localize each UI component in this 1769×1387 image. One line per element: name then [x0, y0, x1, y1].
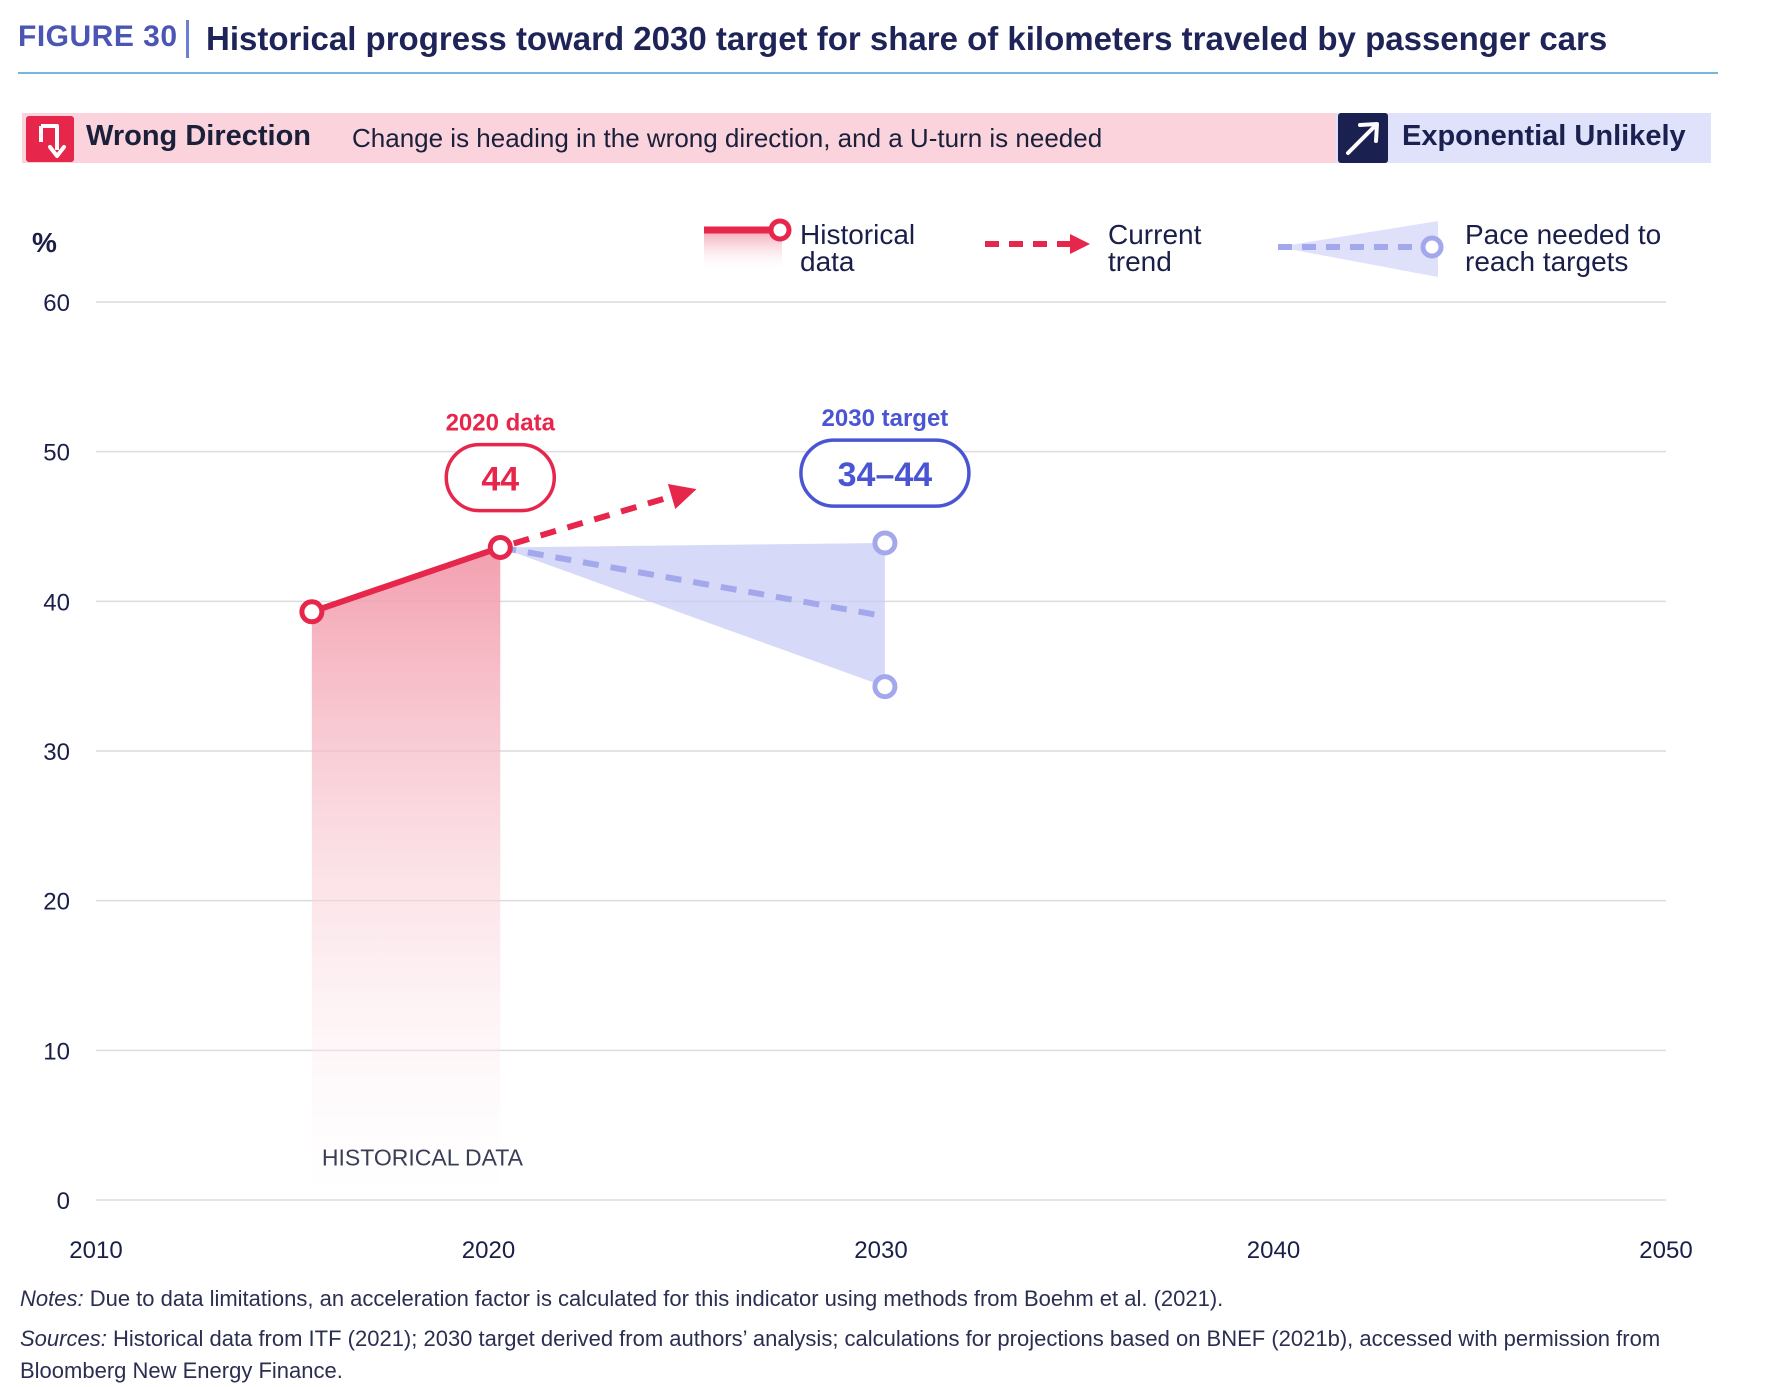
historical-line [310, 544, 502, 615]
notes-body: Due to data limitations, an acceleration… [83, 1286, 1224, 1311]
legend-historical-marker [768, 218, 792, 242]
y-tick-label: 30 [43, 739, 70, 766]
x-tick-label: 2020 [462, 1237, 515, 1264]
acceleration-label: Exponential Unlikely [1402, 120, 1686, 152]
legend: Historical data Current trend Pace needed … [704, 218, 1661, 277]
y-tick-label: 20 [43, 889, 70, 916]
sources-body: Historical data from ITF (2021); 2030 ta… [20, 1326, 1661, 1383]
legend-historical-label: Historical data [800, 219, 915, 277]
x-tick-label: 2010 [69, 1237, 122, 1264]
status-label: Wrong Direction [86, 120, 312, 152]
target-low-point [872, 674, 898, 700]
legend-pace-label: Pace needed to reach targets [1465, 219, 1661, 277]
x-tick-labels: 2010 2020 2030 2040 2050 [69, 1237, 1692, 1264]
historical-point [299, 599, 325, 625]
annotation-2020-value: 44 [481, 461, 519, 499]
diagonal-arrow-icon [1338, 113, 1388, 163]
u-turn-down-arrow-icon [26, 116, 74, 162]
historical-area-label: HISTORICAL DATA [322, 1145, 524, 1171]
header-divider [186, 20, 189, 58]
notes-prefix: Notes: [20, 1286, 84, 1311]
annotation-2020-box [444, 442, 557, 513]
legend-item-pace: Pace needed to reach targets [1278, 219, 1661, 277]
target-high-point [872, 530, 898, 556]
annotation-2030-box [799, 438, 971, 508]
legend-trend-label: Current trend [1108, 219, 1202, 277]
annotation-2030-value: 34–44 [838, 456, 933, 494]
figure-header: FIGURE 30 Historical progress toward 203… [18, 14, 1718, 74]
pace-needed-line [499, 544, 886, 620]
sources-prefix: Sources: [20, 1326, 107, 1351]
legend-historical-gradient [704, 230, 782, 270]
status-band [22, 113, 1336, 163]
y-tick-label: 60 [43, 290, 70, 317]
current-trend-arrowhead [667, 484, 697, 509]
x-tick-label: 2050 [1639, 1237, 1692, 1264]
target-pace-cone [500, 542, 885, 687]
y-tick-labels: 0 10 20 30 40 50 60 [43, 290, 70, 1215]
figure-number: FIGURE 30 [18, 20, 178, 53]
annotation-2020-label: 2020 data [446, 410, 556, 437]
legend-item-trend: Current trend [985, 219, 1202, 277]
historical-point [487, 534, 513, 560]
legend-trend-arrowhead [1070, 234, 1090, 254]
legend-item-historical: Historical data [704, 218, 915, 277]
y-tick-label: 50 [43, 440, 70, 467]
legend-pace-marker [1420, 235, 1444, 259]
figure-title: Historical progress toward 2030 target f… [206, 20, 1608, 57]
sources-text: Sources: Historical data from ITF (2021)… [20, 1323, 1720, 1387]
status-description: Change is heading in the wrong direction… [352, 123, 1103, 153]
notes-text: Notes: Due to data limitations, an accel… [20, 1286, 1223, 1312]
x-tick-label: 2030 [854, 1237, 907, 1264]
header-rule [18, 72, 1718, 74]
y-tick-label: 40 [43, 589, 70, 616]
acceleration-band [1336, 113, 1711, 163]
y-tick-label: 10 [43, 1038, 70, 1065]
y-axis-label: % [32, 227, 57, 258]
y-tick-label: 0 [57, 1188, 70, 1215]
annotation-2030-label: 2030 target [822, 405, 949, 432]
x-tick-label: 2040 [1247, 1237, 1300, 1264]
historical-shaded-area [311, 547, 501, 1196]
